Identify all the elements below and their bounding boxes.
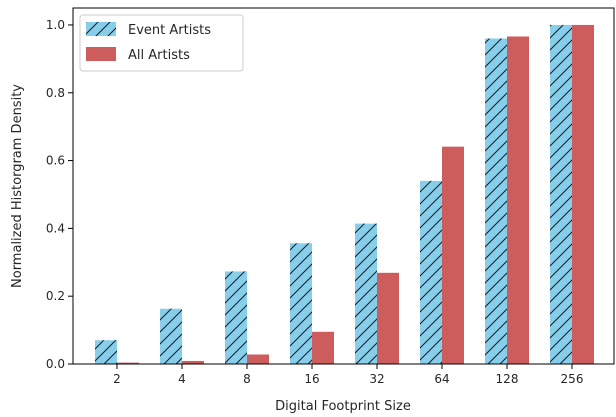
legend: Event Artists All Artists bbox=[80, 15, 243, 71]
x-tick-label-16: 16 bbox=[304, 372, 319, 386]
legend-label-event-artists: Event Artists bbox=[128, 23, 211, 38]
x-tick-label-128: 128 bbox=[496, 372, 519, 386]
x-tick-label-4: 4 bbox=[178, 372, 186, 386]
x-axis-label: Digital Footprint Size bbox=[275, 399, 411, 414]
bar-hatch-event-artists-4 bbox=[160, 309, 182, 364]
y-tick-label-0.6: 0.6 bbox=[46, 154, 65, 168]
y-axis-ticks: 0.0 0.2 0.4 0.6 0.8 1.0 bbox=[46, 18, 73, 371]
bar-all-artists-256 bbox=[572, 25, 594, 364]
bar-hatch-event-artists-16 bbox=[290, 243, 312, 364]
legend-swatch-event-artists-hatch bbox=[86, 22, 116, 36]
x-tick-label-8: 8 bbox=[243, 372, 251, 386]
x-tick-label-32: 32 bbox=[369, 372, 384, 386]
x-axis-ticks: 2 4 8 16 32 64 128 256 bbox=[113, 364, 583, 386]
bar-hatch-event-artists-128 bbox=[485, 39, 507, 364]
legend-swatch-all-artists bbox=[86, 47, 116, 61]
bar-hatch-event-artists-8 bbox=[225, 271, 247, 364]
y-tick-label-0.8: 0.8 bbox=[46, 86, 65, 100]
y-tick-label-0.4: 0.4 bbox=[46, 221, 65, 235]
bar-hatch-event-artists-2 bbox=[95, 340, 117, 364]
y-tick-label-0.2: 0.2 bbox=[46, 289, 65, 303]
x-tick-label-64: 64 bbox=[434, 372, 449, 386]
bar-all-artists-128 bbox=[507, 36, 529, 364]
bar-all-artists-8 bbox=[247, 355, 269, 364]
bars-layer bbox=[95, 25, 594, 364]
bar-all-artists-32 bbox=[377, 273, 399, 364]
bar-all-artists-64 bbox=[442, 147, 464, 364]
bar-hatch-event-artists-256 bbox=[550, 25, 572, 364]
bar-hatch-event-artists-32 bbox=[355, 224, 377, 364]
x-tick-label-2: 2 bbox=[113, 372, 121, 386]
y-tick-label-0.0: 0.0 bbox=[46, 357, 65, 371]
y-tick-label-1.0: 1.0 bbox=[46, 18, 65, 32]
bar-hatch-event-artists-64 bbox=[420, 181, 442, 364]
y-axis-label: Normalized Historgram Density bbox=[10, 84, 25, 288]
bar-all-artists-16 bbox=[312, 332, 334, 364]
x-tick-label-256: 256 bbox=[561, 372, 584, 386]
legend-label-all-artists: All Artists bbox=[128, 48, 190, 63]
